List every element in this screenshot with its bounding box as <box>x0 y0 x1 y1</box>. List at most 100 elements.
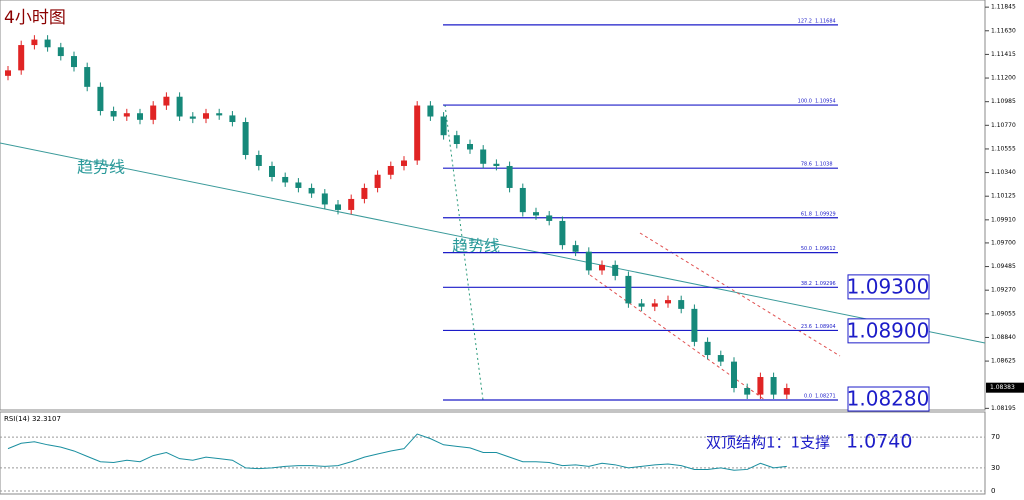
y-tick-label: 1.09485 <box>991 263 1016 270</box>
fib-level: 0.0 <box>804 393 812 399</box>
y-tick-label: 1.09055 <box>991 310 1016 317</box>
fib-price: 1.1038 <box>815 162 833 168</box>
rsi-title: RSI(14) 32.3107 <box>4 415 61 423</box>
candle-body <box>612 264 619 276</box>
current-price: 1.08383 <box>990 384 1015 391</box>
trend-line <box>0 142 986 344</box>
candle-body <box>717 355 724 362</box>
candle-body <box>110 111 117 117</box>
candle-body <box>295 182 302 188</box>
candle-body <box>335 204 341 210</box>
candle-body <box>216 113 223 116</box>
candle-body <box>374 174 381 188</box>
candle-body <box>506 165 513 188</box>
y-tick-label: 1.11845 <box>991 4 1016 11</box>
y-tick-label: 0 <box>991 487 995 495</box>
fib-price: 1.08904 <box>815 324 836 330</box>
price-panel <box>0 0 986 411</box>
candle-body <box>546 215 553 221</box>
y-tick-label: 1.08625 <box>991 358 1016 365</box>
candle-body <box>744 388 751 395</box>
candle-body <box>176 96 183 117</box>
candle-body <box>519 187 526 213</box>
fib-level: 127.2 <box>798 18 812 24</box>
candle-body <box>269 165 275 177</box>
price-box <box>847 386 930 412</box>
rsi-line <box>7 433 787 471</box>
y-tick-label: 1.09700 <box>991 239 1016 246</box>
candle-body <box>453 135 460 144</box>
candle-body <box>427 105 434 117</box>
note: 双顶结构1：1支撑 <box>706 434 830 452</box>
fib-price: 1.11684 <box>815 18 836 24</box>
y-tick-label: 1.10125 <box>991 193 1016 200</box>
candle-body <box>638 303 645 307</box>
candle-body <box>387 165 394 175</box>
candle-body <box>625 275 632 304</box>
candle-body <box>71 56 77 68</box>
candle-body <box>137 113 143 120</box>
fib-price: 1.09929 <box>815 211 836 217</box>
fib-price: 1.09612 <box>815 246 836 252</box>
candle-body <box>678 300 685 309</box>
candle-body <box>770 377 777 395</box>
fib-level: 38.2 <box>801 281 812 287</box>
candle-body <box>18 45 25 71</box>
candle-body <box>651 303 658 307</box>
price-box-label: 1.08900 <box>847 318 930 342</box>
candle-body <box>414 105 421 161</box>
y-tick-label: 1.09910 <box>991 216 1016 223</box>
candle-body <box>255 154 262 166</box>
fib-level: 23.6 <box>801 324 812 330</box>
candle-body <box>361 187 368 199</box>
y-tick-label: 1.10985 <box>991 98 1016 105</box>
y-tick-label: 1.08840 <box>991 334 1016 341</box>
candle-body <box>757 377 764 395</box>
candle-body <box>704 341 711 356</box>
candle-body <box>348 198 355 210</box>
price-box <box>847 274 930 300</box>
candle-body <box>97 86 104 112</box>
y-tick-label: 1.11630 <box>991 27 1016 34</box>
price-box-label: 1.09300 <box>847 274 930 298</box>
candle-body <box>467 143 473 150</box>
y-tick-label: 1.10555 <box>991 145 1016 152</box>
y-tick-label: 30 <box>991 464 1000 472</box>
y-tick-label: 1.10340 <box>991 169 1016 176</box>
fib-price: 1.10954 <box>815 99 836 105</box>
trendline-label: 趋势线 <box>77 158 125 177</box>
candle-body <box>480 149 487 164</box>
fib-level: 78.6 <box>801 162 812 168</box>
candle-body <box>242 122 249 155</box>
candle-body <box>163 96 170 106</box>
y-tick-label: 1.11415 <box>991 51 1016 58</box>
fib-price: 1.09296 <box>815 281 836 287</box>
candle-body <box>123 113 130 117</box>
y-tick-label: 1.10770 <box>991 122 1016 129</box>
candle-body <box>440 116 447 136</box>
trendline-label: 趋势线 <box>452 237 500 256</box>
y-tick-label: 70 <box>991 433 1000 441</box>
fib-level: 100.0 <box>798 99 812 105</box>
y-tick-label: 1.11200 <box>991 75 1016 82</box>
candle-body <box>5 70 11 76</box>
candle-body <box>599 264 605 271</box>
candle-body <box>57 47 64 57</box>
candle-body <box>44 39 51 48</box>
candle-body <box>691 308 698 342</box>
current-price-box <box>986 382 1024 393</box>
candle-body <box>783 388 790 395</box>
candle-body <box>150 105 157 120</box>
candle-body <box>321 193 328 205</box>
candle-body <box>533 212 539 216</box>
candle-body <box>84 67 91 87</box>
candle-body <box>189 116 196 119</box>
fib-level: 61.8 <box>801 211 812 217</box>
candle-body <box>282 176 289 183</box>
candle-body <box>665 300 671 304</box>
note-value: 1.0740 <box>846 431 912 453</box>
candle-body <box>31 39 38 46</box>
y-tick-label: 1.08195 <box>991 405 1016 412</box>
